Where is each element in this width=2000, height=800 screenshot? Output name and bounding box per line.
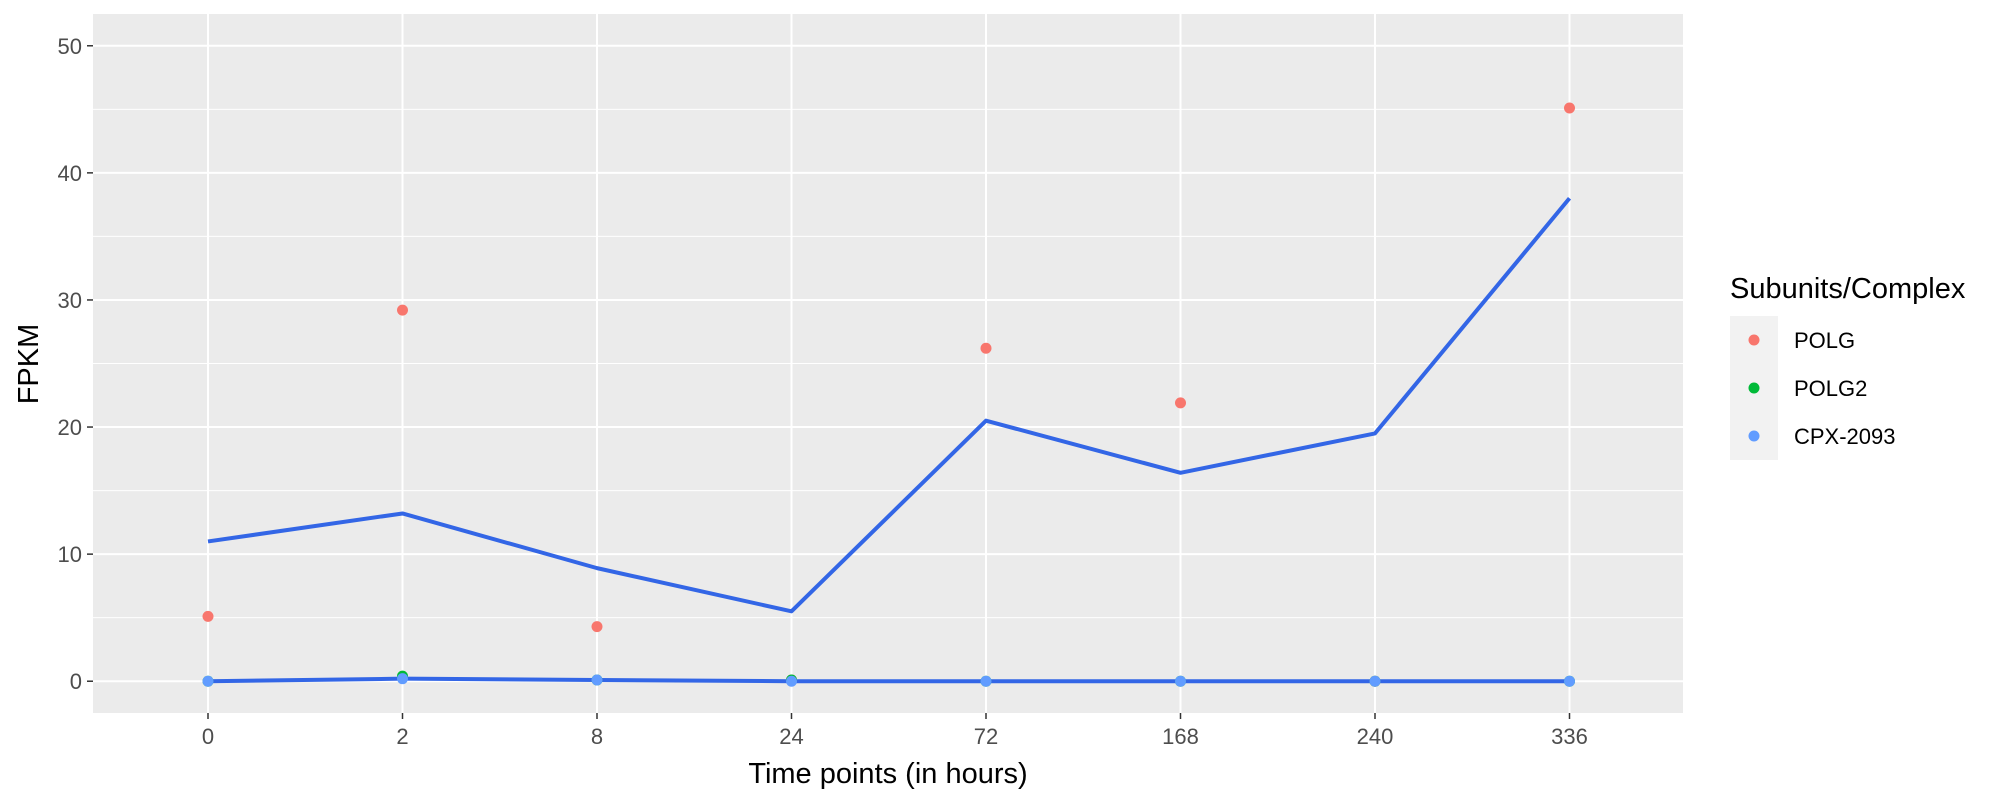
legend-title: Subunits/Complex: [1730, 273, 1966, 305]
x-tick-label: 24: [779, 724, 803, 749]
y-tick-label: 50: [58, 34, 82, 59]
data-points: [202, 102, 1575, 687]
point-cpx-2093: [980, 675, 992, 687]
point-cpx-2093: [202, 675, 214, 687]
series-line: [207, 197, 1572, 614]
point-cpx-2093: [1369, 675, 1381, 687]
legend-key-polg2: [1748, 382, 1760, 394]
axis-ticks: 0 10 20 30 40 50 0 2 8 24 72 168 240 336: [58, 34, 1588, 749]
legend-key-polg: [1748, 334, 1760, 346]
legend-label-polg: POLG: [1794, 328, 1855, 353]
legend: Subunits/Complex POLG POLG2 CPX-2093: [1730, 273, 1966, 460]
legend-key-cpx-2093: [1748, 430, 1760, 442]
y-tick-label: 10: [58, 542, 82, 567]
y-tick-label: 30: [58, 288, 82, 313]
x-tick-label: 72: [974, 724, 998, 749]
x-tick-label: 8: [591, 724, 603, 749]
point-cpx-2093: [591, 674, 603, 686]
x-tick-label: 2: [396, 724, 408, 749]
point-cpx-2093: [1175, 675, 1186, 687]
legend-label-polg2: POLG2: [1794, 376, 1867, 401]
point-polg: [397, 304, 408, 316]
point-polg: [980, 342, 992, 354]
point-polg: [591, 621, 603, 633]
gridlines: [93, 14, 1683, 713]
point-cpx-2093: [397, 673, 408, 685]
y-axis-title: FPKM: [13, 324, 45, 405]
point-cpx-2093: [1564, 675, 1575, 687]
point-polg: [1564, 102, 1575, 114]
legend-label-cpx-2093: CPX-2093: [1794, 424, 1896, 449]
x-tick-label: 336: [1551, 724, 1588, 749]
y-tick-label: 40: [58, 161, 82, 186]
x-tick-label: 240: [1357, 724, 1394, 749]
point-cpx-2093: [786, 675, 797, 687]
point-polg: [1175, 397, 1186, 409]
x-axis-title: Time points (in hours): [748, 758, 1027, 790]
series-lines: [207, 197, 1572, 684]
point-polg: [202, 610, 214, 622]
y-tick-label: 20: [58, 415, 82, 440]
x-tick-label: 0: [202, 724, 214, 749]
x-tick-label: 168: [1162, 724, 1199, 749]
y-tick-label: 0: [70, 669, 82, 694]
series-line: [207, 676, 1570, 684]
